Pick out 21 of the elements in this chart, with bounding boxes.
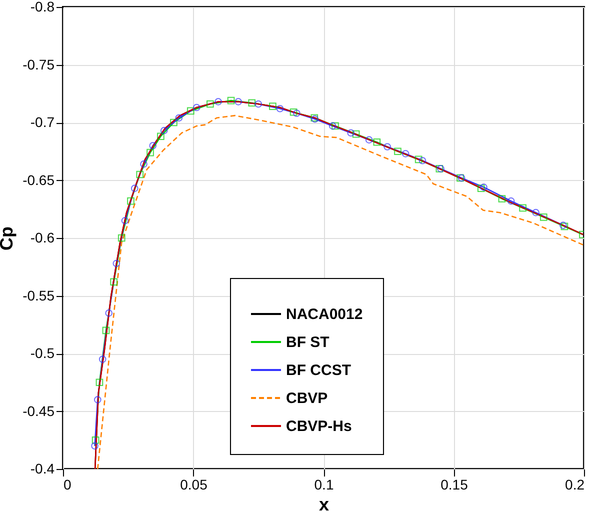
y-tick-label: -0.5 [30, 345, 55, 361]
y-tick-label: -0.6 [30, 230, 55, 246]
x-tick-label: 0.05 [180, 476, 208, 492]
legend-label: BF CCST [286, 362, 351, 379]
x-tick-label: 0.15 [440, 476, 468, 492]
y-tick-label: -0.45 [22, 402, 55, 419]
y-tick-label: -0.55 [22, 287, 55, 304]
legend-label: BF ST [286, 334, 330, 351]
y-tick-label: -0.7 [30, 114, 55, 130]
x-tick-label: 0.1 [314, 476, 334, 492]
y-tick-label: -0.65 [22, 172, 55, 188]
x-tick-label: 0.2 [565, 476, 585, 492]
legend-label: CBVP-Hs [286, 418, 352, 435]
y-tick-label: -0.75 [22, 56, 55, 72]
legend-label: CBVP [286, 390, 328, 407]
x-tick-label: 0 [64, 476, 72, 492]
y-axis-title: Cp [0, 226, 17, 250]
y-tick-label: -0.8 [30, 0, 55, 14]
x-axis-title: x [318, 494, 330, 512]
y-tick-label: -0.4 [30, 460, 55, 476]
legend-label: NACA0012 [286, 306, 363, 323]
